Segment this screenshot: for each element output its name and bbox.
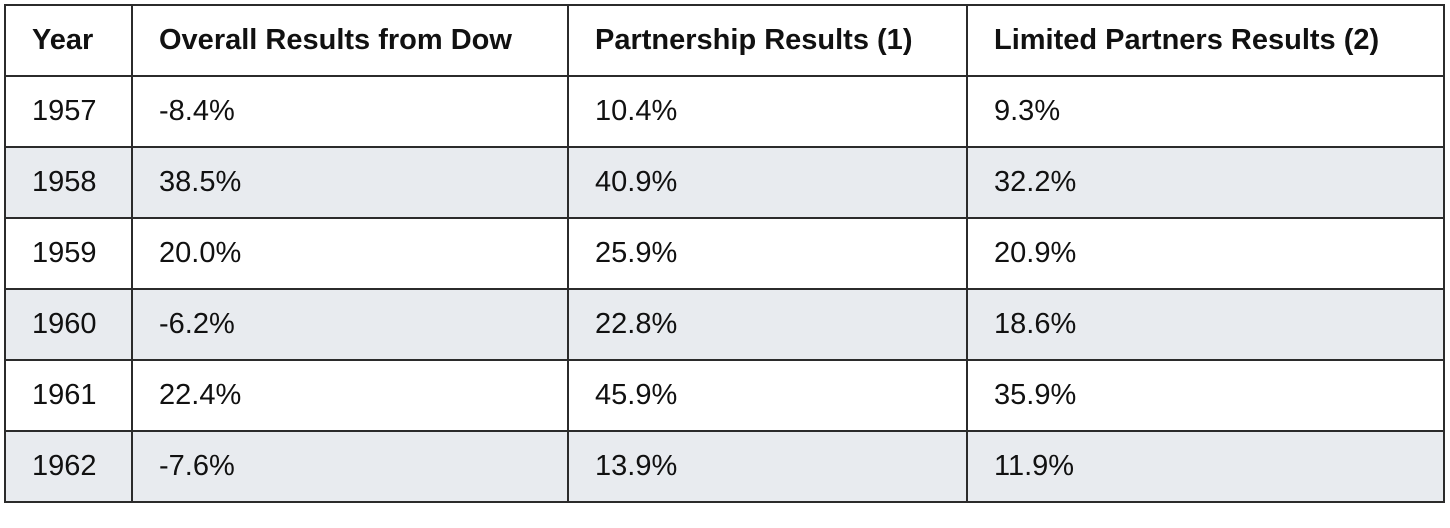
cell-partnership-result: 40.9% (567, 146, 968, 219)
header-limited-partners-results: Limited Partners Results (2) (966, 4, 1445, 77)
cell-partnership-result: 13.9% (567, 430, 968, 503)
cell-partnership-result: 25.9% (567, 217, 968, 290)
cell-year: 1958 (4, 146, 133, 219)
cell-year: 1961 (4, 359, 133, 432)
table-row: 1957 -8.4% 10.4% 9.3% (4, 75, 1445, 148)
cell-partnership-result: 10.4% (567, 75, 968, 148)
cell-partnership-result: 22.8% (567, 288, 968, 361)
header-year: Year (4, 4, 133, 77)
cell-year: 1960 (4, 288, 133, 361)
cell-limited-partners-result: 9.3% (966, 75, 1445, 148)
cell-limited-partners-result: 20.9% (966, 217, 1445, 290)
cell-limited-partners-result: 35.9% (966, 359, 1445, 432)
results-table: Year Overall Results from Dow Partnershi… (4, 4, 1445, 503)
cell-year: 1959 (4, 217, 133, 290)
cell-year: 1962 (4, 430, 133, 503)
header-partnership-results: Partnership Results (1) (567, 4, 968, 77)
table-row: 1958 38.5% 40.9% 32.2% (4, 146, 1445, 219)
cell-dow-result: 20.0% (131, 217, 569, 290)
table-row: 1960 -6.2% 22.8% 18.6% (4, 288, 1445, 361)
table-row: 1962 -7.6% 13.9% 11.9% (4, 430, 1445, 503)
table-row: 1959 20.0% 25.9% 20.9% (4, 217, 1445, 290)
table-row: 1961 22.4% 45.9% 35.9% (4, 359, 1445, 432)
cell-limited-partners-result: 18.6% (966, 288, 1445, 361)
cell-partnership-result: 45.9% (567, 359, 968, 432)
cell-dow-result: -6.2% (131, 288, 569, 361)
header-dow-results: Overall Results from Dow (131, 4, 569, 77)
cell-limited-partners-result: 11.9% (966, 430, 1445, 503)
cell-dow-result: 22.4% (131, 359, 569, 432)
cell-dow-result: -8.4% (131, 75, 569, 148)
header-row: Year Overall Results from Dow Partnershi… (4, 4, 1445, 77)
table-header: Year Overall Results from Dow Partnershi… (4, 4, 1445, 77)
cell-limited-partners-result: 32.2% (966, 146, 1445, 219)
cell-dow-result: 38.5% (131, 146, 569, 219)
cell-year: 1957 (4, 75, 133, 148)
cell-dow-result: -7.6% (131, 430, 569, 503)
table-body: 1957 -8.4% 10.4% 9.3% 1958 38.5% 40.9% 3… (4, 75, 1445, 503)
